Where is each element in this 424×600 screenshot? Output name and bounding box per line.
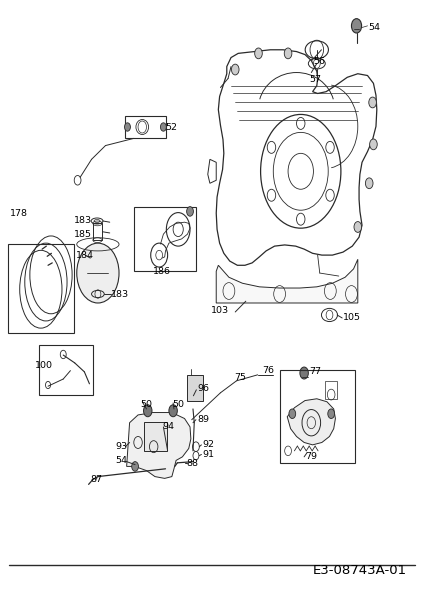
Text: 183: 183 — [74, 217, 92, 226]
Text: E3-08743A-01: E3-08743A-01 — [312, 563, 406, 577]
Text: 183: 183 — [112, 290, 130, 299]
Text: 79: 79 — [305, 452, 317, 461]
Text: 52: 52 — [165, 123, 178, 132]
Circle shape — [125, 123, 131, 131]
Circle shape — [370, 139, 377, 150]
Text: 105: 105 — [343, 313, 361, 322]
Bar — [325, 381, 337, 399]
Bar — [134, 206, 196, 271]
Text: 100: 100 — [35, 361, 53, 370]
Text: 75: 75 — [234, 373, 246, 382]
Text: 185: 185 — [74, 230, 92, 239]
Circle shape — [232, 64, 239, 75]
Bar — [187, 376, 203, 401]
Text: 54: 54 — [368, 23, 380, 32]
Bar — [144, 422, 167, 451]
Circle shape — [187, 206, 193, 216]
Text: 57: 57 — [309, 75, 321, 84]
Text: 91: 91 — [202, 450, 214, 459]
Bar — [8, 244, 74, 333]
Text: 92: 92 — [202, 440, 214, 449]
Circle shape — [289, 409, 296, 419]
Text: 88: 88 — [187, 459, 198, 468]
Polygon shape — [287, 399, 335, 445]
Text: 56: 56 — [313, 57, 326, 66]
Text: 50: 50 — [140, 400, 152, 409]
Bar — [126, 116, 165, 139]
Text: 186: 186 — [153, 267, 171, 276]
Circle shape — [365, 178, 373, 188]
Circle shape — [255, 48, 262, 59]
Circle shape — [144, 405, 152, 417]
Text: 50: 50 — [172, 400, 184, 409]
Circle shape — [132, 461, 139, 471]
Text: 96: 96 — [197, 384, 209, 393]
Bar — [93, 223, 102, 240]
Text: 76: 76 — [262, 366, 274, 375]
Text: 89: 89 — [197, 415, 209, 424]
Text: 178: 178 — [10, 209, 28, 218]
Circle shape — [160, 123, 166, 131]
Circle shape — [369, 97, 377, 108]
Text: 94: 94 — [162, 422, 174, 431]
Bar — [279, 370, 355, 463]
Text: 93: 93 — [116, 442, 128, 451]
Text: 54: 54 — [116, 456, 128, 465]
Text: 87: 87 — [90, 475, 102, 484]
Bar — [39, 346, 93, 395]
Circle shape — [351, 19, 362, 33]
Polygon shape — [216, 259, 358, 303]
Circle shape — [169, 405, 177, 417]
Circle shape — [354, 221, 362, 232]
Polygon shape — [127, 413, 191, 478]
Text: 77: 77 — [309, 367, 321, 376]
Text: 184: 184 — [76, 251, 94, 260]
Circle shape — [300, 367, 308, 379]
Text: 103: 103 — [211, 306, 229, 315]
Circle shape — [328, 409, 335, 419]
Circle shape — [77, 243, 119, 303]
Circle shape — [284, 48, 292, 59]
